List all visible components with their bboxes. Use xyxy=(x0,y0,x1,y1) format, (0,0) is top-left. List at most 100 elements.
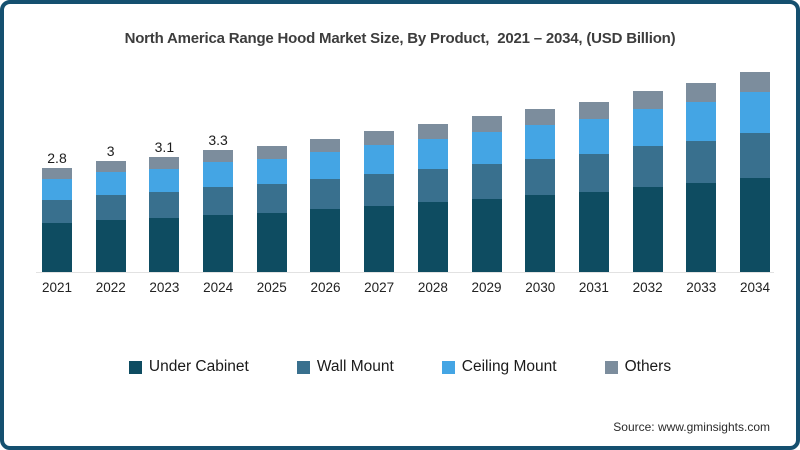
bar-2030 xyxy=(525,106,556,272)
plot-area: 2.8 3 3.1 3.3 xyxy=(36,72,774,273)
bar-2033 xyxy=(686,80,717,272)
bar-2024: 3.3 xyxy=(203,131,234,272)
bar-2032 xyxy=(632,88,663,272)
legend-swatch-icon-under-cabinet xyxy=(128,360,142,374)
bar-segment-under-cabinet-2031 xyxy=(578,192,609,272)
bar-segment-wall-mount-2030 xyxy=(525,158,556,196)
bar-value-label-2023: 3.1 xyxy=(154,139,175,156)
legend-swatch-icon-ceiling-mount xyxy=(441,360,455,374)
bar-segment-under-cabinet-2028 xyxy=(417,202,448,272)
bar-segment-under-cabinet-2033 xyxy=(686,183,717,272)
bars-container: 2.8 3 3.1 3.3 xyxy=(42,72,770,272)
bar-segment-under-cabinet-2032 xyxy=(632,186,663,272)
bar-segment-others-2031 xyxy=(578,101,609,119)
bar-segment-ceiling-mount-2034 xyxy=(739,92,770,133)
bar-segment-others-2034 xyxy=(739,72,770,93)
bar-segment-ceiling-mount-2021 xyxy=(42,178,72,200)
source-attribution: Source: www.gminsights.com xyxy=(613,420,770,434)
x-tick-2034: 2034 xyxy=(739,280,770,295)
bar-segment-wall-mount-2025 xyxy=(256,184,287,213)
x-tick-2028: 2028 xyxy=(417,280,448,295)
x-tick-2033: 2033 xyxy=(686,280,717,295)
legend-label-wall-mount: Wall Mount xyxy=(316,358,394,375)
bar-segment-wall-mount-2031 xyxy=(578,153,609,192)
bar-segment-wall-mount-2021 xyxy=(42,199,72,224)
legend: Under Cabinet Wall Mount Ceiling Mount Othe… xyxy=(0,358,800,376)
bar-segment-wall-mount-2027 xyxy=(364,173,395,206)
bar-segment-under-cabinet-2026 xyxy=(310,209,341,272)
x-tick-2032: 2032 xyxy=(632,280,663,295)
legend-label-others: Others xyxy=(624,358,672,375)
bar-segment-under-cabinet-2025 xyxy=(256,212,287,272)
bar-segment-ceiling-mount-2028 xyxy=(417,138,448,170)
legend-label-under-cabinet: Under Cabinet xyxy=(148,358,249,375)
x-tick-2027: 2027 xyxy=(364,280,395,295)
bar-2027 xyxy=(364,128,395,272)
bar-segment-wall-mount-2029 xyxy=(471,163,502,199)
bar-segment-under-cabinet-2021 xyxy=(42,223,72,272)
bar-2021: 2.8 xyxy=(42,151,72,272)
bar-segment-wall-mount-2034 xyxy=(739,132,770,178)
bar-2034 xyxy=(739,69,770,272)
bar-segment-wall-mount-2033 xyxy=(686,140,717,184)
legend-swatch-icon-others xyxy=(604,360,618,374)
bar-2022: 3 xyxy=(95,142,126,272)
bar-segment-under-cabinet-2034 xyxy=(739,177,770,272)
bar-segment-wall-mount-2023 xyxy=(149,192,180,218)
bar-segment-ceiling-mount-2024 xyxy=(203,162,234,188)
bar-segment-ceiling-mount-2026 xyxy=(310,152,341,180)
bar-2028 xyxy=(417,121,448,272)
x-tick-2026: 2026 xyxy=(310,280,341,295)
bar-segment-under-cabinet-2029 xyxy=(471,199,502,272)
bar-segment-under-cabinet-2024 xyxy=(203,214,234,272)
x-tick-2031: 2031 xyxy=(578,280,609,295)
bar-segment-ceiling-mount-2029 xyxy=(471,131,502,164)
bar-segment-wall-mount-2028 xyxy=(417,169,448,203)
bar-value-label-2024: 3.3 xyxy=(208,131,228,148)
bar-segment-others-2030 xyxy=(525,109,556,126)
x-tick-2025: 2025 xyxy=(256,280,287,295)
legend-swatch-icon-wall-mount xyxy=(296,360,310,374)
bar-segment-others-2028 xyxy=(417,123,448,139)
bar-segment-ceiling-mount-2022 xyxy=(95,172,126,195)
bar-segment-others-2025 xyxy=(256,146,287,159)
bar-segment-others-2032 xyxy=(632,90,663,109)
legend-item-wall-mount: Wall Mount xyxy=(296,358,394,376)
x-axis-line xyxy=(36,272,774,273)
legend-item-ceiling-mount: Ceiling Mount xyxy=(441,358,557,376)
x-tick-2021: 2021 xyxy=(42,280,73,295)
x-axis-tick-labels: 2021 2022 2023 2024 2025 2026 2027 2028 2029 2030… xyxy=(42,280,770,295)
x-tick-2024: 2024 xyxy=(203,280,234,295)
bar-segment-ceiling-mount-2027 xyxy=(364,145,395,174)
bar-segment-others-2033 xyxy=(686,83,717,103)
bar-2029 xyxy=(471,113,502,272)
bar-segment-others-2024 xyxy=(203,149,234,163)
bar-segment-under-cabinet-2027 xyxy=(364,205,395,272)
chart-title: North America Range Hood Market Size, By… xyxy=(124,30,676,47)
bar-segment-under-cabinet-2022 xyxy=(95,219,126,272)
bar-segment-ceiling-mount-2030 xyxy=(525,125,556,159)
x-tick-2022: 2022 xyxy=(95,280,126,295)
bar-segment-others-2022 xyxy=(95,160,126,173)
x-tick-2030: 2030 xyxy=(525,280,556,295)
bar-segment-wall-mount-2024 xyxy=(203,187,234,215)
bar-2031 xyxy=(578,99,609,272)
bar-segment-under-cabinet-2023 xyxy=(149,217,180,272)
bar-2025 xyxy=(256,143,287,272)
bar-segment-ceiling-mount-2033 xyxy=(686,102,717,141)
bar-segment-others-2023 xyxy=(149,157,180,169)
bar-segment-under-cabinet-2030 xyxy=(525,195,556,272)
bar-segment-others-2026 xyxy=(310,138,341,153)
legend-label-ceiling-mount: Ceiling Mount xyxy=(461,358,557,375)
x-tick-2023: 2023 xyxy=(149,280,180,295)
bar-segment-ceiling-mount-2023 xyxy=(149,168,180,193)
bar-segment-wall-mount-2032 xyxy=(632,146,663,187)
bar-segment-ceiling-mount-2032 xyxy=(632,108,663,147)
bar-segment-others-2027 xyxy=(364,131,395,146)
bar-segment-others-2021 xyxy=(42,168,72,179)
bar-segment-others-2029 xyxy=(471,116,502,132)
bar-2026 xyxy=(310,136,341,272)
bar-segment-wall-mount-2022 xyxy=(95,194,126,220)
bar-value-label-2022: 3 xyxy=(106,142,115,159)
x-tick-2029: 2029 xyxy=(471,280,502,295)
